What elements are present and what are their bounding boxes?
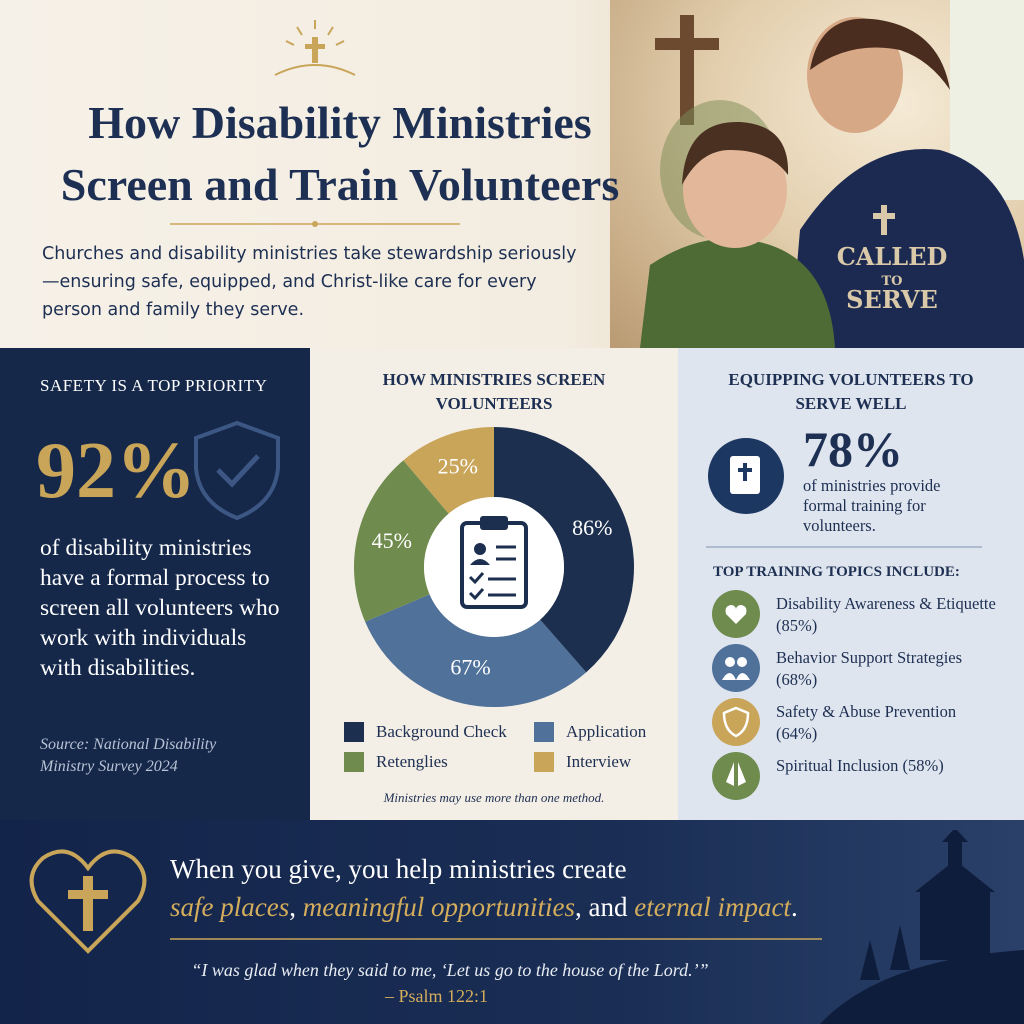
training-stat: 78% (803, 421, 903, 477)
shirt-text: SERVE (846, 285, 938, 314)
screening-panel: HOW MINISTRIES SCREEN VOLUNTEERS 86% 67% 4… (310, 348, 678, 820)
shirt-text: TO (882, 274, 903, 289)
training-text: of ministries provide formal training fo… (803, 476, 941, 535)
legend-swatch (344, 722, 364, 742)
boy-hair (682, 121, 789, 185)
topic-label: Disability Awareness & Etiquette (85%) (776, 594, 996, 635)
safety-heading: SAFETY IS A TOP PRIORITY (40, 376, 268, 395)
header: CALLED TO SERVE How Disability Ministrie… (0, 0, 1024, 348)
connector: . (790, 892, 798, 922)
legend-item: Interview (534, 752, 664, 772)
legend: Background Check Application Retenglies Int… (344, 722, 664, 772)
topic-label: Behavior Support Strategies (68%) (776, 648, 963, 689)
safety-stat: 92% (36, 427, 196, 515)
shirt-cross (881, 205, 887, 235)
legend-item: Background Check (344, 722, 534, 742)
footer-highlight: safe places, meaningful opportunities, a… (170, 892, 798, 923)
footer-lead: When you give, you help ministries creat… (170, 854, 627, 884)
highlight-phrase: meaningful opportunities (302, 892, 575, 922)
topic-label: Spiritual Inclusion (58%) (776, 756, 944, 775)
topic-icons (712, 590, 760, 800)
clipboard-icon (460, 516, 528, 609)
legend-label: Background Check (376, 722, 507, 741)
donut-segment (494, 427, 634, 673)
screening-title: HOW MINISTRIES SCREEN VOLUNTEERS (382, 370, 606, 413)
safety-source: Source: National Disability Ministry Sur… (40, 736, 217, 775)
cross-icon (274, 20, 356, 76)
footer: When you give, you help ministries creat… (0, 820, 1024, 1024)
woman-shirt (790, 149, 1024, 348)
subtitle: Churches and disability ministries take … (42, 244, 577, 320)
photo-illustration: CALLED TO SERVE (640, 0, 1024, 348)
value-label: 25% (438, 453, 478, 478)
divider (170, 221, 460, 227)
legend-item: Retenglies (344, 752, 534, 772)
divider (170, 938, 822, 940)
title: How Disability Ministries Screen and Tra… (60, 97, 620, 210)
legend-swatch (534, 752, 554, 772)
safety-text: of disability ministries have a formal p… (40, 535, 280, 681)
legend-label: Interview (566, 752, 632, 771)
shirt-cross (873, 213, 895, 219)
value-label: 86% (572, 515, 612, 540)
wall-cross (655, 38, 719, 50)
legend-label: Retenglies (376, 752, 448, 771)
legend-label: Application (566, 722, 647, 741)
legend-swatch (344, 752, 364, 772)
donut-chart: 86% 67% 45% 25% (354, 427, 634, 707)
shirt-text: CALLED (837, 242, 948, 271)
donut-segment (365, 594, 587, 707)
donut-hole (424, 497, 564, 637)
connector: , (289, 892, 303, 922)
screening-note: Ministries may use more than one method. (383, 790, 605, 805)
boy-shirt (640, 238, 835, 348)
value-label: 67% (450, 654, 490, 679)
legend-swatch (534, 722, 554, 742)
topic-label: Safety & Abuse Prevention (64%) (776, 702, 957, 743)
safety-panel: SAFETY IS A TOP PRIORITY 92% of disabili… (0, 348, 310, 820)
quote: “I was glad when they said to me, ‘Let u… (191, 960, 709, 980)
church-silhouette (820, 830, 1024, 1024)
heart-icon (29, 849, 147, 954)
legend-item: Application (534, 722, 664, 742)
divider (706, 546, 982, 548)
connector: , and (574, 892, 635, 922)
highlight-phrase: eternal impact (634, 892, 791, 922)
topics-heading: TOP TRAINING TOPICS INCLUDE: (713, 564, 960, 580)
photo: CALLED TO SERVE (610, 0, 1024, 348)
woman-hair (810, 18, 950, 90)
citation: – Psalm 122:1 (385, 986, 489, 1006)
bible-icon (708, 438, 784, 514)
donut-segment (403, 427, 494, 514)
training-heading: EQUIPPING VOLUNTEERS TO SERVE WELL (728, 370, 974, 413)
boy-face (683, 132, 787, 248)
donut-segment (354, 460, 449, 622)
value-label: 45% (372, 528, 412, 553)
highlight-phrase: safe places (170, 892, 290, 922)
shield-icon (194, 420, 280, 521)
